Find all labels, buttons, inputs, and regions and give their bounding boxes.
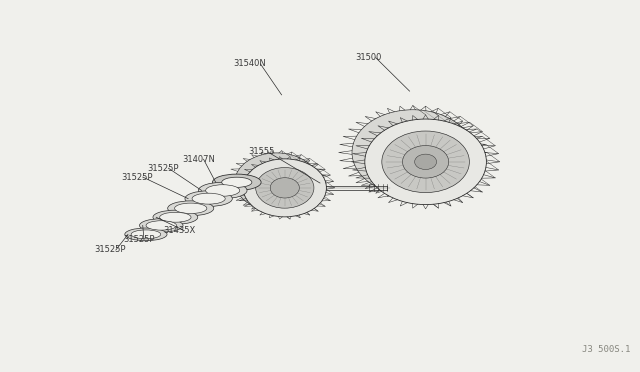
Ellipse shape	[212, 174, 261, 190]
Text: 31525P: 31525P	[122, 173, 153, 182]
Text: 31407N: 31407N	[182, 155, 215, 164]
Text: 31540N: 31540N	[234, 60, 266, 68]
Ellipse shape	[415, 154, 436, 170]
Ellipse shape	[221, 177, 252, 187]
Text: J3 500S.1: J3 500S.1	[582, 345, 630, 354]
Text: 31435X: 31435X	[163, 226, 195, 235]
Ellipse shape	[168, 201, 214, 216]
Ellipse shape	[146, 221, 177, 230]
Ellipse shape	[365, 119, 486, 205]
Ellipse shape	[403, 145, 449, 178]
Ellipse shape	[382, 131, 469, 193]
Ellipse shape	[125, 228, 167, 241]
Ellipse shape	[192, 193, 225, 204]
Ellipse shape	[160, 212, 191, 222]
Ellipse shape	[243, 159, 326, 217]
Text: 31555: 31555	[248, 147, 275, 156]
Ellipse shape	[198, 182, 247, 199]
Text: 31525P: 31525P	[95, 246, 126, 254]
Text: 31500: 31500	[355, 53, 381, 62]
Text: 31525P: 31525P	[147, 164, 179, 173]
Ellipse shape	[235, 153, 318, 211]
Ellipse shape	[153, 210, 198, 224]
Ellipse shape	[175, 203, 207, 214]
Ellipse shape	[140, 219, 183, 232]
Ellipse shape	[270, 178, 300, 198]
Ellipse shape	[352, 110, 474, 195]
Ellipse shape	[131, 230, 161, 239]
Ellipse shape	[185, 191, 232, 206]
Text: 31525P: 31525P	[123, 235, 154, 244]
Ellipse shape	[205, 185, 240, 196]
Ellipse shape	[256, 167, 314, 208]
